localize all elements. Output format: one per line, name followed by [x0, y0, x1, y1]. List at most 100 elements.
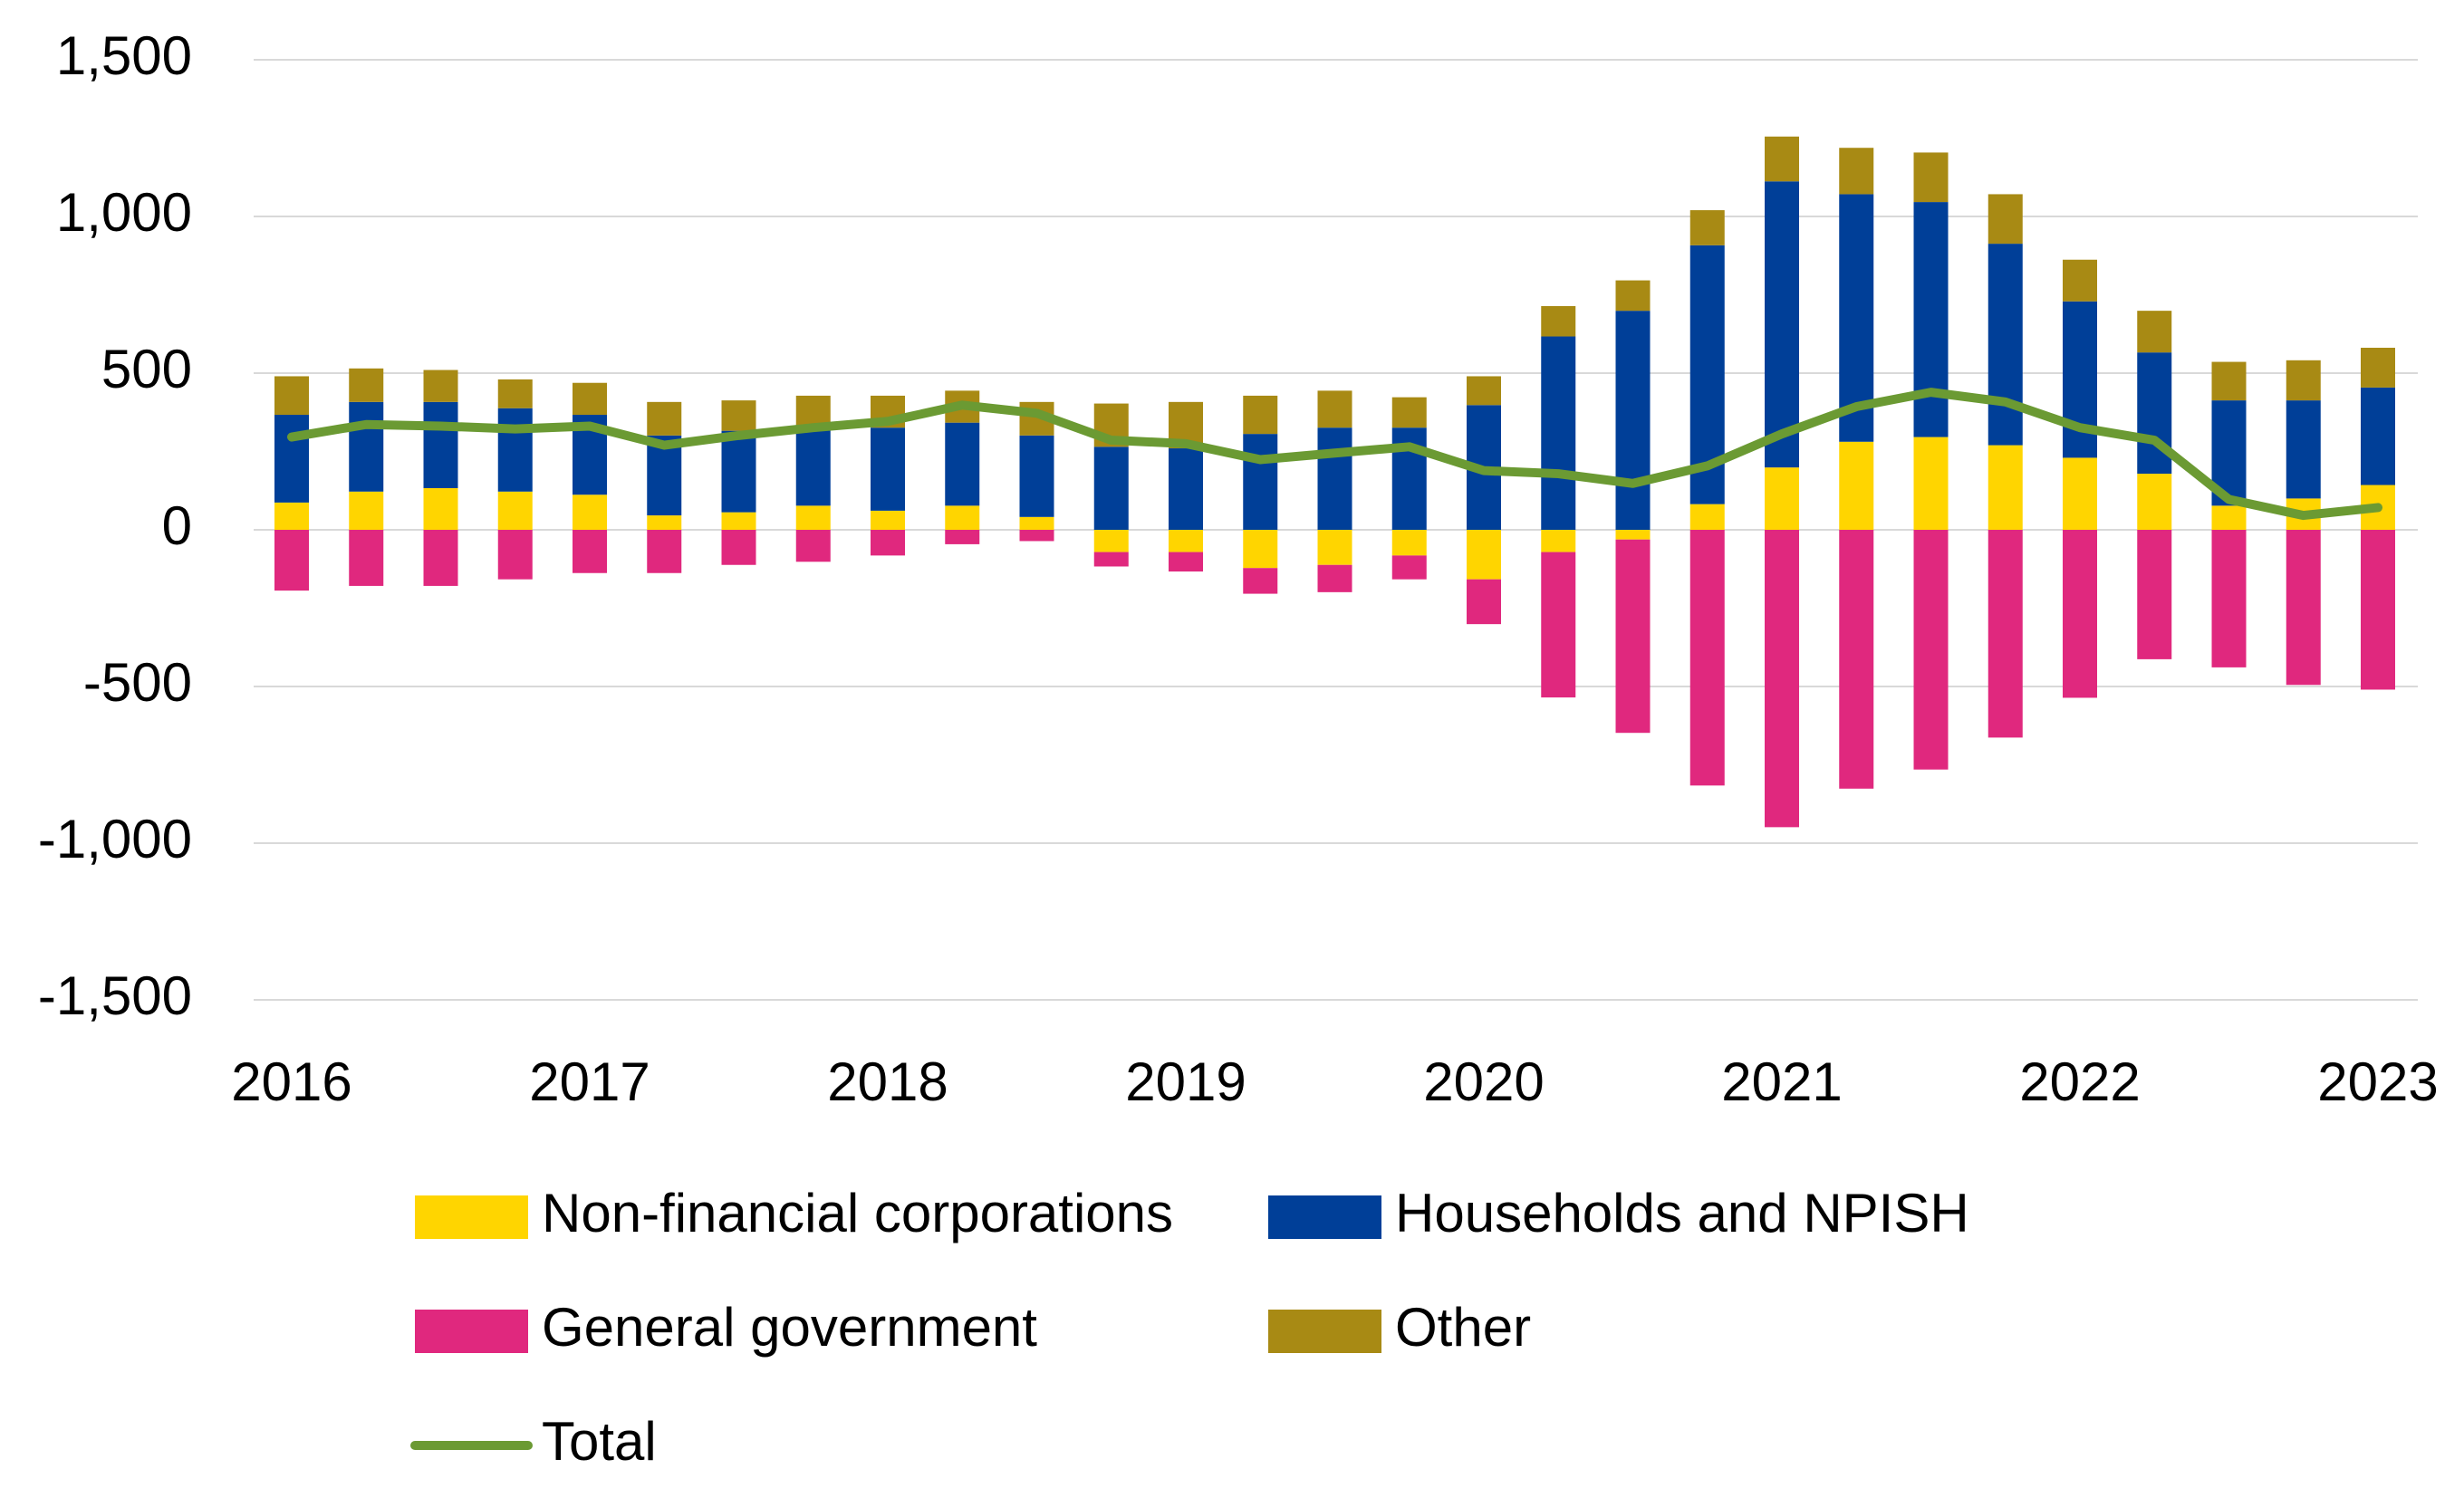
bar-segment: [2137, 530, 2172, 659]
bar-segment: [497, 379, 533, 408]
bar-segment: [647, 515, 682, 530]
bar-segment: [1467, 376, 1501, 406]
bar-segment: [721, 430, 756, 513]
bar-segment: [423, 401, 458, 488]
bar-segment: [1169, 448, 1203, 530]
bar-segment: [1541, 530, 1576, 552]
bar-segment: [1689, 504, 1725, 530]
bar-segment: [1988, 194, 2023, 245]
bar-segment: [497, 530, 533, 580]
bar-segment: [274, 415, 309, 503]
bar-segment: [1765, 136, 1799, 182]
bar-segment: [274, 530, 309, 591]
bar-segment: [647, 401, 682, 436]
bar-segment: [1317, 530, 1352, 565]
bar-segment: [349, 401, 384, 492]
legend-swatch: [1268, 1195, 1381, 1239]
bar-segment: [2137, 311, 2172, 353]
y-tick-label: -1,500: [38, 965, 192, 1026]
bar-segment: [2211, 361, 2247, 401]
bar-segment: [1093, 446, 1129, 530]
bar-segment: [2361, 387, 2395, 485]
bar-segment: [1988, 530, 2023, 738]
bar-segment: [1765, 530, 1799, 828]
bar-segment: [1093, 530, 1129, 552]
y-tick-label: 500: [101, 339, 192, 399]
bar-segment: [1467, 579, 1501, 625]
bar-segment: [497, 491, 533, 530]
bar-segment: [945, 530, 980, 544]
bar-segment: [1988, 244, 2023, 446]
x-tick-label: 2020: [1423, 1051, 1544, 1112]
bar-segment: [1615, 311, 1651, 530]
bar-segment: [2286, 530, 2321, 686]
y-tick-label: -500: [83, 652, 192, 713]
bar-segment: [2063, 301, 2097, 458]
bar-segment: [1615, 539, 1651, 734]
bar-segment: [497, 408, 533, 492]
bar-segment: [871, 510, 905, 530]
bar-segment: [1615, 280, 1651, 312]
bar-segment: [573, 530, 607, 573]
bar-segment: [1615, 530, 1651, 540]
bar-segment: [2063, 530, 2097, 698]
bar-segment: [2286, 400, 2321, 499]
bar-segment: [2063, 259, 2097, 302]
bar-segment: [1019, 516, 1054, 530]
bar-segment: [2211, 530, 2247, 667]
x-tick-label: 2021: [1721, 1051, 1842, 1112]
bar-segment: [871, 427, 905, 511]
legend-label: General government: [542, 1297, 1037, 1358]
bar-segment: [274, 376, 309, 416]
bar-segment: [721, 400, 756, 431]
x-tick-label: 2018: [827, 1051, 948, 1112]
y-tick-label: 1,500: [56, 25, 192, 86]
bar-segment: [1317, 390, 1352, 428]
x-tick-label: 2016: [231, 1051, 351, 1112]
bar-segment: [349, 368, 384, 402]
bar-segment: [2211, 505, 2247, 530]
bar-segment: [1839, 530, 1874, 789]
bar-segment: [1243, 434, 1278, 530]
bar-segment: [1169, 530, 1203, 552]
bar-segment: [1317, 564, 1352, 592]
bar-segment: [573, 494, 607, 530]
legend-label: Total: [542, 1411, 657, 1472]
bar-segment: [1467, 530, 1501, 580]
y-tick-label: 1,000: [56, 182, 192, 243]
bar-segment: [1765, 181, 1799, 468]
bar-segment: [647, 530, 682, 573]
legend-label: Non-financial corporations: [542, 1183, 1173, 1243]
bar-segment: [573, 382, 607, 416]
bar-segment: [274, 502, 309, 530]
bar-segment: [423, 487, 458, 530]
bar-segment: [1391, 530, 1427, 556]
y-tick-label: -1,000: [38, 809, 192, 869]
x-tick-label: 2017: [529, 1051, 650, 1112]
bar-segment: [1169, 552, 1203, 572]
bar-segment: [721, 512, 756, 530]
bar-segment: [1541, 305, 1576, 337]
bar-segment: [1243, 395, 1278, 435]
legend-label: Other: [1395, 1297, 1531, 1358]
bar-segment: [871, 530, 905, 556]
legend-swatch: [415, 1310, 528, 1353]
bar-segment: [1839, 441, 1874, 530]
bar-segment: [1765, 467, 1799, 530]
bar-segment: [795, 530, 831, 562]
legend-swatch: [1268, 1310, 1381, 1353]
bar-segment: [795, 505, 831, 530]
bar-segment: [1541, 336, 1576, 530]
bar-segment: [349, 491, 384, 530]
bar-segment: [1391, 555, 1427, 580]
bar-segment: [1019, 435, 1054, 517]
bar-segment: [1093, 552, 1129, 567]
bar-segment: [721, 530, 756, 565]
bar-segment: [2286, 360, 2321, 401]
bar-segment: [423, 370, 458, 402]
bar-segment: [1689, 210, 1725, 245]
bar-segment: [1541, 552, 1576, 698]
bar-segment: [1988, 445, 2023, 530]
x-tick-label: 2023: [2317, 1051, 2438, 1112]
